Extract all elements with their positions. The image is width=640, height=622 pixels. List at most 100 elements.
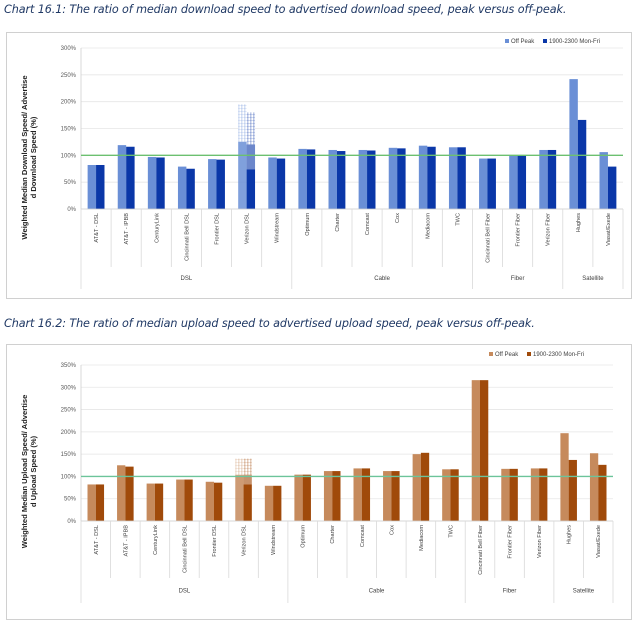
bar-peak	[517, 155, 527, 209]
x-category-label: Cox	[389, 525, 395, 535]
bar-off-peak	[353, 468, 362, 521]
y-tick-label: 50%	[64, 497, 77, 503]
legend: Off Peak 1900-2300 Mon-Fri	[489, 352, 584, 358]
x-category-label: Hughes	[567, 525, 573, 544]
bar-off-peak-faded	[235, 458, 244, 476]
y-axis-label-line: Weighted Median Download Speed/ Advertis…	[20, 75, 29, 239]
x-category-label: Cincinnati Bell Fiber	[478, 525, 484, 575]
legend-label-off-peak: Off Peak	[495, 352, 519, 358]
bar-peak	[186, 168, 195, 209]
x-group-label: Satellite	[582, 276, 604, 282]
bar-off-peak	[147, 156, 157, 209]
bar-off-peak	[176, 479, 185, 521]
bar-off-peak	[208, 159, 217, 209]
bar-off-peak	[479, 158, 488, 209]
x-category-label: Verizon DSL	[242, 525, 248, 556]
bar-off-peak	[146, 483, 155, 521]
y-tick-label: 300%	[61, 46, 77, 52]
bar-off-peak	[560, 433, 569, 521]
y-tick-label: 250%	[61, 73, 77, 79]
bar-peak	[427, 146, 436, 209]
x-category-label: CenturyLink	[154, 213, 160, 243]
bar-peak-faded	[243, 458, 252, 476]
bar-off-peak	[501, 468, 510, 521]
x-category-label: Comcast	[365, 213, 371, 236]
bar-peak	[391, 471, 400, 521]
y-tick-label: 50%	[64, 180, 77, 186]
bar-peak	[420, 452, 430, 521]
x-category-label: Frontier Fiber	[516, 213, 522, 247]
x-category-label: Comcast	[360, 525, 366, 548]
bar-peak	[216, 159, 225, 209]
bar-peak	[306, 149, 316, 209]
bar-peak	[126, 146, 135, 209]
y-axis-label-line: Weighted Median Upload Speed/ Advertise	[20, 395, 29, 549]
bar-off-peak	[87, 484, 96, 521]
legend-swatch-peak	[527, 352, 531, 356]
bar-off-peak	[268, 157, 277, 209]
bar-peak	[302, 474, 311, 521]
x-group-label: DSL	[181, 276, 193, 282]
y-axis-label-line: d Upload Speed (%)	[29, 435, 38, 507]
legend-label-off-peak: Off Peak	[511, 39, 535, 45]
bar-peak	[336, 151, 346, 209]
legend-swatch-peak	[543, 39, 547, 43]
bar-off-peak	[448, 147, 458, 209]
x-category-label: Viasat/Exede	[606, 213, 612, 246]
x-category-label: Frontier DSL	[215, 213, 221, 245]
x-group-label: DSL	[179, 589, 191, 595]
chart-2-caption: Chart 16.2: The ratio of median upload s…	[4, 317, 535, 330]
bar-peak	[367, 150, 376, 209]
x-category-label: Cincinnati Bell Fiber	[486, 213, 492, 263]
bar-peak	[509, 468, 518, 521]
bar-peak	[607, 166, 617, 209]
x-category-label: Cox	[395, 213, 401, 223]
bar-off-peak	[589, 453, 599, 521]
bar-peak	[214, 482, 223, 521]
bar-off-peak	[205, 481, 214, 521]
x-category-label: Frontier Fiber	[508, 525, 514, 559]
bar-off-peak	[383, 471, 392, 521]
chart-2-frame: 0% 50% 100% 150% 200% 250% 300% 350% AT&T - DSL A…	[6, 344, 632, 620]
x-group-label: Cable	[369, 589, 385, 595]
bar-peak	[243, 484, 252, 521]
bar-peak	[480, 380, 489, 521]
bar-off-peak	[328, 149, 337, 209]
bar-off-peak	[264, 485, 274, 521]
y-tick-label: 0%	[67, 207, 76, 213]
y-axis-label: Weighted Median Upload Speed/ Advertised…	[20, 395, 38, 549]
bar-peak	[397, 148, 406, 209]
bar-peak	[96, 164, 105, 209]
bar-peak	[487, 158, 496, 209]
x-category-label: TWC	[448, 525, 454, 538]
bar-off-peak	[117, 145, 127, 209]
x-category-label: Frontier DSL	[212, 525, 218, 557]
bar-peak-mid	[243, 475, 252, 485]
bar-off-peak	[294, 474, 303, 521]
bar-off-peak	[569, 79, 578, 209]
y-tick-label: 250%	[61, 408, 77, 414]
bar-peak	[156, 157, 165, 209]
chart-1-caption: Chart 16.1: The ratio of median download…	[4, 3, 567, 16]
legend-swatch-off-peak	[489, 352, 493, 356]
bar-off-peak	[388, 147, 398, 209]
bar-peak	[125, 466, 134, 521]
bar-peak	[598, 464, 607, 521]
x-category-label: Charter	[335, 213, 341, 232]
bar-off-peak	[298, 148, 307, 209]
upload-ratio-chart: 0% 50% 100% 150% 200% 250% 300% 350% AT&T - DSL A…	[20, 352, 614, 603]
x-category-label: Verizon DSL	[245, 213, 251, 244]
x-category-label: Cincinnati Bell DSL	[184, 213, 190, 261]
bar-off-peak	[323, 471, 333, 521]
legend: Off Peak 1900-2300 Mon-Fri	[505, 39, 600, 45]
x-category-label: TWC	[455, 213, 461, 226]
x-group-label: Satellite	[573, 589, 595, 595]
y-tick-label: 150%	[61, 452, 77, 458]
bar-off-peak	[412, 454, 421, 521]
legend-swatch-off-peak	[505, 39, 509, 43]
x-category-label: Verizon Fiber	[537, 525, 543, 558]
bar-peak	[568, 459, 577, 521]
x-category-label: CenturyLink	[153, 525, 159, 555]
bar-off-peak	[238, 141, 247, 209]
y-tick-label: 200%	[61, 430, 77, 436]
